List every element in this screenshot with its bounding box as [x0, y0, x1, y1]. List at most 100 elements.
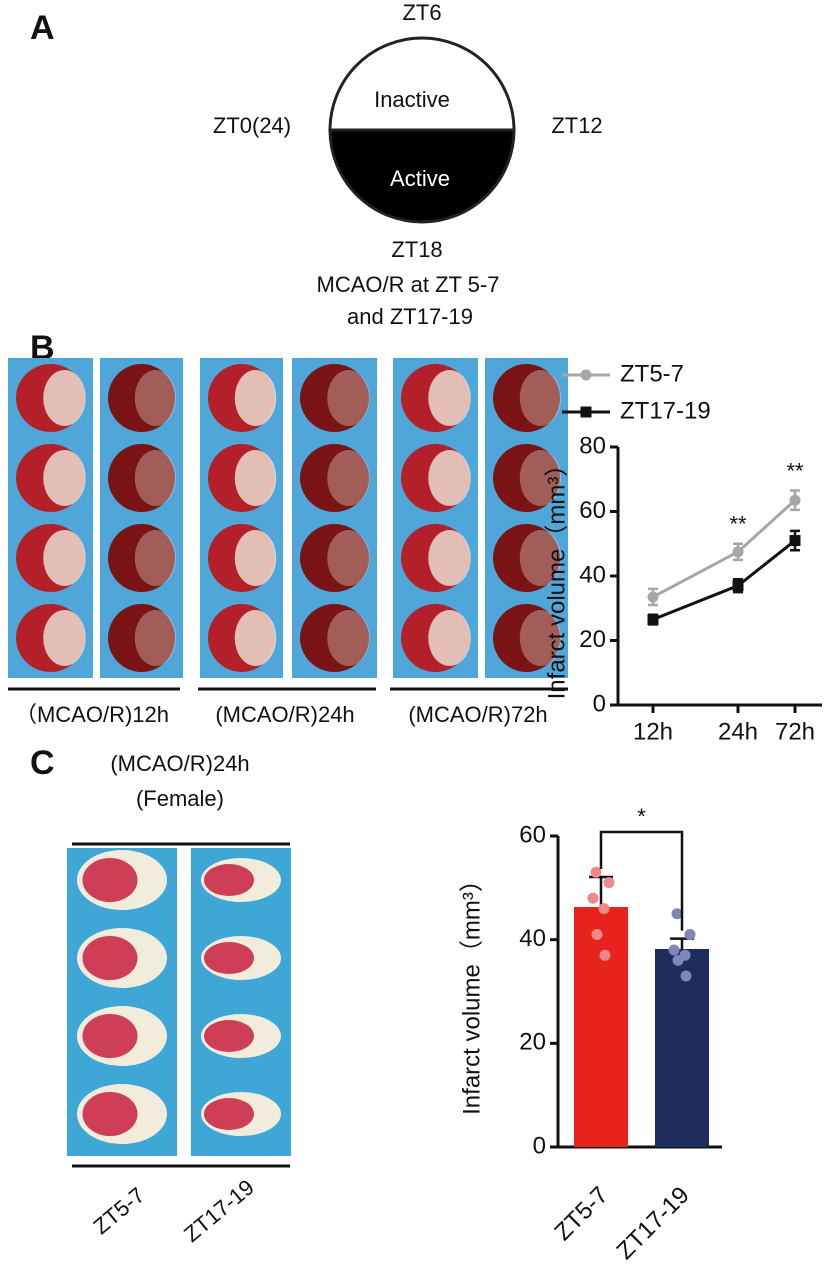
x-tick-label: ZT5-7	[549, 1182, 613, 1246]
panel-label: C	[30, 744, 55, 782]
data-point	[671, 908, 683, 920]
y-tick-label: 0	[593, 690, 606, 717]
phase-label: Inactive	[374, 87, 450, 112]
infarct	[234, 450, 277, 506]
infarct	[519, 530, 562, 586]
bar	[655, 948, 709, 1147]
photo-label: ZT5-7	[88, 1182, 149, 1239]
y-tick-label: 20	[579, 626, 606, 653]
infarct	[82, 1014, 138, 1058]
data-point	[591, 928, 603, 940]
y-tick-label: 80	[579, 432, 606, 459]
brain-slice	[493, 444, 560, 512]
error-bar	[589, 875, 613, 908]
brain-slice	[493, 604, 560, 672]
infarct	[327, 530, 370, 586]
infarct	[204, 864, 254, 896]
y-tick-label: 40	[519, 925, 546, 952]
infarct	[204, 942, 254, 974]
annotation: **	[786, 458, 804, 483]
infarct	[327, 450, 370, 506]
infarct	[428, 450, 471, 506]
infarct	[234, 370, 277, 426]
photo-title: (MCAO/R)24h	[110, 751, 249, 776]
zt-label: ZT6	[402, 0, 441, 25]
x-tick-label: ZT17-19	[611, 1182, 694, 1260]
active-half	[328, 128, 516, 224]
x-tick-label: 12h	[633, 718, 673, 745]
y-tick-label: 20	[519, 1029, 546, 1056]
infarct	[428, 530, 471, 586]
brain-slice	[300, 524, 369, 592]
legend-label: ZT17-19	[620, 397, 711, 424]
marker	[789, 494, 801, 506]
legend-marker	[580, 406, 592, 418]
infarct	[327, 610, 370, 666]
photo-label: （MCAO/R)12h	[15, 702, 169, 727]
y-tick-label: 60	[519, 821, 546, 848]
infarct	[134, 610, 177, 666]
infarct	[428, 610, 471, 666]
infarct	[134, 530, 177, 586]
photo-label: (MCAO/R)24h	[215, 702, 354, 727]
data-point	[598, 903, 610, 915]
x-tick-label: 72h	[775, 718, 815, 745]
marker	[647, 591, 659, 603]
infarct	[43, 530, 86, 586]
data-point	[680, 970, 692, 982]
brain-slice	[493, 524, 560, 592]
brain-slice	[300, 444, 369, 512]
infarct	[43, 610, 86, 666]
data-point	[668, 944, 680, 956]
zt-label: ZT0(24)	[213, 113, 291, 138]
infarct	[204, 1098, 254, 1130]
y-axis-label: Infarct volume（mm³）	[458, 868, 485, 1115]
brain-slice	[493, 364, 560, 432]
y-axis-label: Infarct volume（mm³）	[543, 453, 570, 700]
y-tick-label: 0	[533, 1132, 546, 1159]
legend-label: ZT5-7	[620, 360, 684, 387]
marker	[732, 546, 744, 558]
y-tick-label: 40	[579, 561, 606, 588]
brain-slice	[300, 604, 369, 672]
data-point	[590, 866, 602, 878]
infarct	[234, 530, 277, 586]
infarct	[134, 370, 177, 426]
bar	[574, 907, 628, 1147]
zt-label: ZT12	[551, 113, 602, 138]
data-point	[599, 949, 611, 961]
brain-slice	[108, 604, 175, 672]
series-line	[652, 539, 796, 621]
infarct	[519, 370, 562, 426]
photo-label: (MCAO/R)72h	[408, 702, 547, 727]
infarct	[204, 1020, 254, 1052]
significance-bracket	[599, 830, 684, 931]
marker	[789, 535, 801, 547]
photo-title: (Female)	[136, 786, 224, 811]
phase-label: Active	[390, 166, 450, 191]
data-point	[684, 928, 696, 940]
infarct	[327, 370, 370, 426]
brain-slice	[108, 444, 175, 512]
brain-slice	[108, 524, 175, 592]
data-point	[672, 954, 684, 966]
infarct	[134, 450, 177, 506]
infarct	[82, 936, 138, 980]
marker	[647, 614, 659, 626]
legend-marker	[580, 369, 592, 381]
annotation: **	[729, 512, 747, 537]
note: MCAO/R at ZT 5-7	[317, 272, 500, 297]
significance: *	[637, 804, 646, 829]
infarct	[428, 370, 471, 426]
infarct	[82, 1092, 138, 1136]
y-tick-label: 60	[579, 497, 606, 524]
series-line	[652, 499, 797, 599]
marker	[732, 580, 744, 592]
zt-label: ZT18	[391, 237, 442, 262]
brain-slice	[300, 364, 369, 432]
x-tick-label: 24h	[718, 718, 758, 745]
panel-label: A	[30, 9, 55, 47]
infarct	[43, 370, 86, 426]
infarct	[234, 610, 277, 666]
